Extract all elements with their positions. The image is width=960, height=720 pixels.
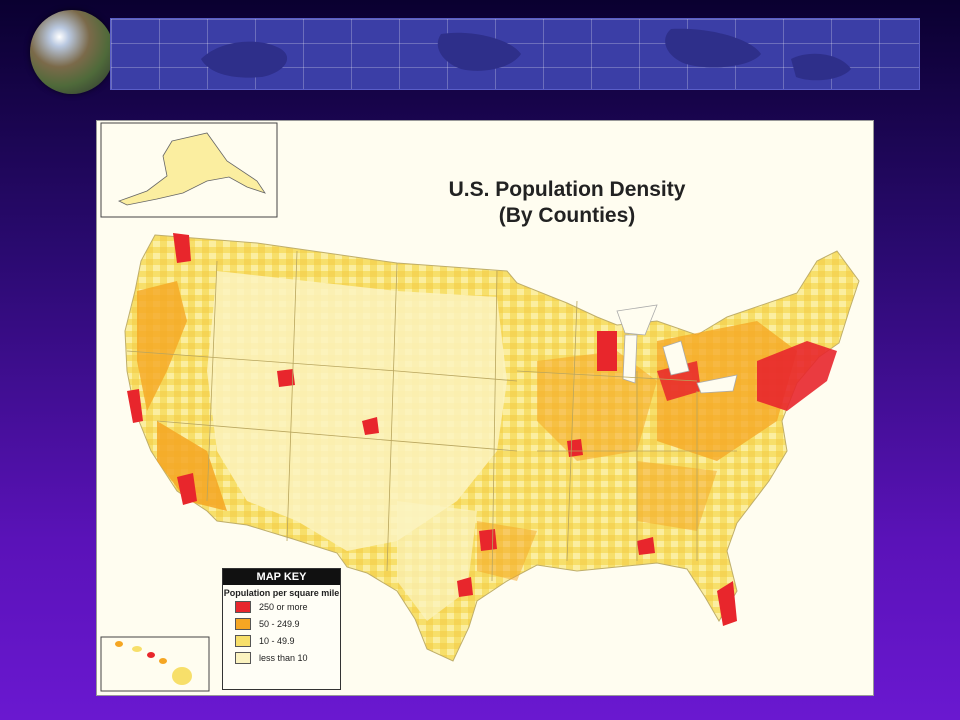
map-key-header: MAP KEY xyxy=(223,569,340,585)
map-key-list: 250 or more 50 - 249.9 10 - 49.9 less than … xyxy=(223,598,340,666)
map-key-swatch xyxy=(235,600,251,613)
us-map-graphic xyxy=(100,122,860,692)
map-key-swatch xyxy=(235,617,251,630)
world-map-banner xyxy=(110,18,920,90)
map-key-subtitle: Population per square mile xyxy=(223,588,340,598)
globe-icon xyxy=(30,10,114,94)
map-key-swatch xyxy=(235,651,251,664)
map-title: U.S. Population Density (By Counties) xyxy=(397,177,737,229)
map-key-swatch xyxy=(235,634,251,647)
map-title-line1: U.S. Population Density xyxy=(448,178,686,201)
map-key-label: 10 - 49.9 xyxy=(259,635,295,646)
map-key-item: less than 10 xyxy=(223,649,340,666)
map-key-item: 50 - 249.9 xyxy=(223,615,340,632)
world-map-silhouette xyxy=(201,28,851,81)
map-title-line2: (By Counties) xyxy=(498,204,636,227)
population-density-map: U.S. Population Density (By Counties) MA… xyxy=(96,120,874,696)
map-key: MAP KEY Population per square mile 250 o… xyxy=(222,568,341,690)
map-key-label: less than 10 xyxy=(259,652,308,663)
map-key-item: 10 - 49.9 xyxy=(223,632,340,649)
map-key-item: 250 or more xyxy=(223,598,340,615)
map-key-label: 50 - 249.9 xyxy=(259,618,300,629)
map-key-label: 250 or more xyxy=(259,601,308,612)
